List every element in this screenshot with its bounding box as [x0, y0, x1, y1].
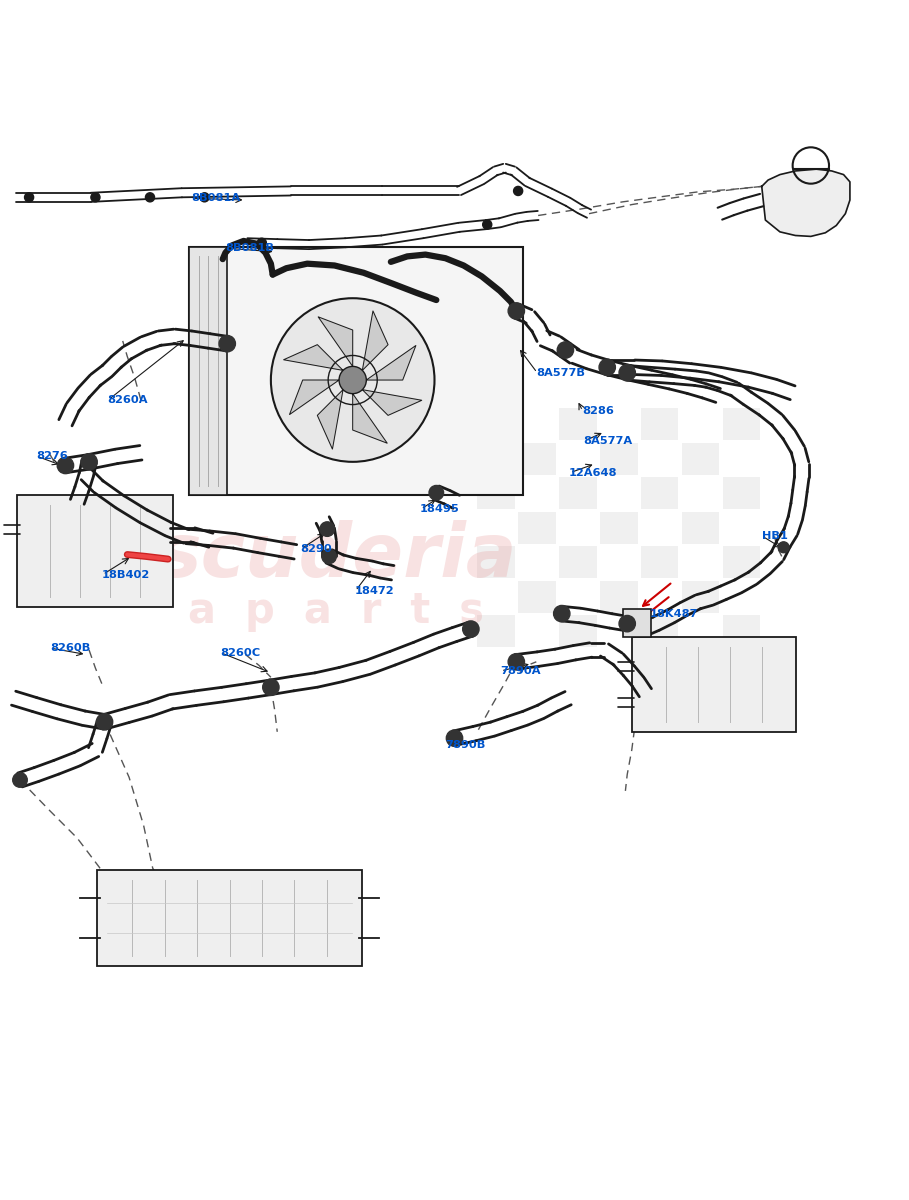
Circle shape: [429, 486, 444, 500]
Circle shape: [508, 654, 524, 670]
Bar: [477, 546, 514, 578]
Circle shape: [619, 616, 635, 632]
FancyBboxPatch shape: [97, 870, 362, 966]
Text: scuderia: scuderia: [156, 520, 516, 593]
Circle shape: [483, 220, 492, 229]
Circle shape: [508, 302, 524, 319]
Polygon shape: [762, 169, 850, 236]
Text: 7890B: 7890B: [445, 740, 485, 750]
Circle shape: [339, 366, 366, 394]
Bar: [477, 478, 514, 509]
Circle shape: [145, 193, 155, 202]
Bar: [559, 478, 596, 509]
Circle shape: [200, 193, 209, 202]
Text: 7890A: 7890A: [500, 666, 541, 676]
Bar: [641, 546, 678, 578]
FancyBboxPatch shape: [17, 494, 173, 607]
Bar: [559, 408, 596, 440]
Polygon shape: [284, 344, 343, 371]
Circle shape: [271, 299, 435, 462]
Bar: [723, 616, 760, 647]
Text: a  p  a  r  t  s: a p a r t s: [188, 590, 484, 632]
Circle shape: [514, 186, 523, 196]
Circle shape: [619, 365, 635, 380]
Circle shape: [778, 542, 789, 553]
Circle shape: [446, 730, 463, 746]
Polygon shape: [363, 390, 422, 415]
Circle shape: [463, 620, 479, 637]
Bar: [518, 443, 555, 474]
Text: 8260B: 8260B: [50, 643, 90, 653]
Text: 18495: 18495: [420, 504, 460, 514]
Text: 18K487: 18K487: [650, 608, 698, 619]
Circle shape: [91, 193, 100, 202]
Text: 8286: 8286: [582, 406, 614, 416]
Bar: [518, 512, 555, 544]
Circle shape: [57, 457, 74, 474]
Polygon shape: [353, 394, 387, 443]
Text: 18B402: 18B402: [102, 570, 150, 580]
Bar: [641, 408, 678, 440]
Polygon shape: [317, 390, 343, 449]
Circle shape: [263, 679, 279, 696]
Text: 8A577B: 8A577B: [536, 367, 585, 378]
Bar: [477, 616, 514, 647]
Polygon shape: [318, 317, 353, 366]
Circle shape: [96, 714, 113, 730]
Bar: [600, 512, 637, 544]
Text: 8260C: 8260C: [220, 648, 260, 658]
Polygon shape: [366, 346, 416, 380]
Bar: [518, 581, 555, 613]
Bar: [600, 581, 637, 613]
Circle shape: [81, 454, 97, 470]
Bar: [682, 512, 719, 544]
Bar: [682, 581, 719, 613]
Polygon shape: [363, 311, 388, 371]
Text: 8260A: 8260A: [107, 395, 148, 406]
Circle shape: [25, 193, 34, 202]
Circle shape: [599, 359, 615, 376]
Text: 18472: 18472: [355, 586, 395, 596]
Text: 8B081B: 8B081B: [225, 244, 275, 253]
Text: 12A648: 12A648: [569, 468, 617, 478]
Bar: [559, 546, 596, 578]
Bar: [723, 546, 760, 578]
Bar: [682, 443, 719, 474]
Circle shape: [219, 336, 235, 352]
FancyBboxPatch shape: [623, 610, 651, 637]
Circle shape: [554, 606, 570, 622]
Bar: [559, 616, 596, 647]
Circle shape: [320, 522, 335, 536]
Bar: [477, 408, 514, 440]
Bar: [600, 443, 637, 474]
Bar: [723, 478, 760, 509]
Circle shape: [257, 239, 266, 247]
Bar: [723, 408, 760, 440]
Bar: [641, 478, 678, 509]
Circle shape: [322, 550, 336, 564]
Text: 8290: 8290: [300, 544, 332, 554]
FancyBboxPatch shape: [189, 247, 523, 496]
Text: 8276: 8276: [36, 451, 68, 461]
Circle shape: [13, 773, 27, 787]
Circle shape: [557, 342, 574, 359]
FancyBboxPatch shape: [189, 247, 227, 496]
Text: HB1: HB1: [762, 532, 787, 541]
FancyBboxPatch shape: [632, 637, 796, 732]
Text: 8A577A: 8A577A: [584, 436, 633, 446]
Text: 8B081A: 8B081A: [191, 193, 240, 203]
Polygon shape: [289, 380, 339, 414]
Bar: [641, 616, 678, 647]
